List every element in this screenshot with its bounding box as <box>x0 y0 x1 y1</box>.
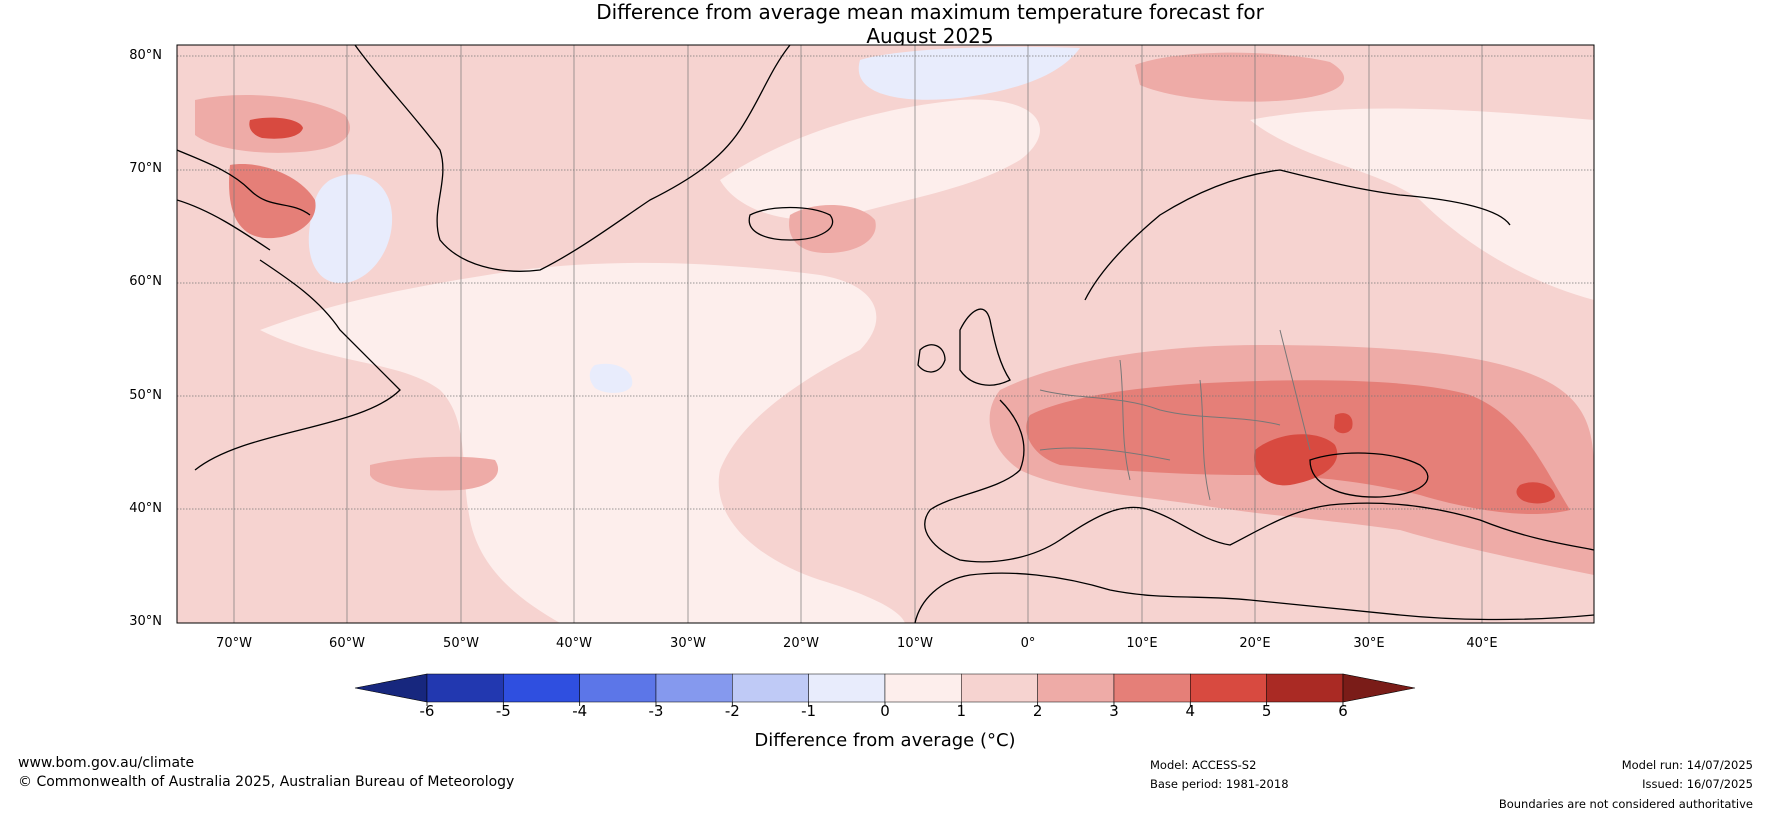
anomaly-region-2-3-svalbard <box>1135 52 1345 102</box>
anomaly-region-neg-greenland-sea <box>858 46 1080 100</box>
footer-base-period: Base period: 1981-2018 <box>1150 777 1289 791</box>
colorbar-bin-10 <box>1190 673 1267 703</box>
colorbar-bin-4 <box>732 673 809 703</box>
lon-label-20e: 20°E <box>1239 636 1271 651</box>
lat-label-80n: 80°N <box>129 48 162 63</box>
lat-label-70n: 70°N <box>129 161 162 176</box>
map-title: Difference from average mean maximum tem… <box>0 0 1770 48</box>
colorbar-bin-2 <box>579 673 657 703</box>
colorbar-bin-0 <box>426 673 504 703</box>
colorbar-tick-label: 2 <box>1032 702 1043 720</box>
colorbar-over-triangle <box>1342 673 1416 703</box>
footer-issued: Issued: 16/07/2025 <box>1642 777 1753 791</box>
colorbar-bin-9 <box>1113 673 1191 703</box>
lon-label-40e: 40°E <box>1466 636 1498 651</box>
footer-website: www.bom.gov.au/climate <box>18 755 195 771</box>
title-line-2: August 2025 <box>866 24 994 48</box>
lon-label-10e: 10°E <box>1126 636 1158 651</box>
colorbar-tick-label: 4 <box>1185 702 1196 720</box>
lon-label-10w: 10°W <box>897 636 933 651</box>
footer-model: Model: ACCESS-S2 <box>1150 758 1257 772</box>
lon-label-30w: 30°W <box>670 636 706 651</box>
colorbar-bin-3 <box>655 673 733 703</box>
anomaly-region-neg-baffin <box>308 174 393 284</box>
colorbar-tick-label: -6 <box>419 702 435 720</box>
lon-label-0: 0° <box>1020 636 1036 651</box>
colorbar-tick-label: -4 <box>572 702 588 720</box>
anomaly-region-neg-atlantic <box>589 363 633 393</box>
lon-label-70w: 70°W <box>216 636 252 651</box>
anomaly-region-3-4-canada <box>229 164 316 239</box>
labrador-coast <box>194 259 401 471</box>
footer-copyright: © Commonwealth of Australia 2025, Austra… <box>18 774 515 790</box>
lat-label-50n: 50°N <box>129 388 162 403</box>
anomaly-region-2-3-mid-atlantic <box>370 456 499 491</box>
anomaly-region-2-3-iceland <box>789 204 876 254</box>
anomaly-region-4-5-caucasus <box>1516 482 1555 504</box>
anomaly-region-4-5-ukraine <box>1334 413 1353 434</box>
map-frame <box>176 44 1595 624</box>
lat-label-60n: 60°N <box>129 274 162 289</box>
colorbar-bin-11 <box>1266 673 1344 703</box>
lon-label-30e: 30°E <box>1353 636 1385 651</box>
iceland-coast <box>748 206 834 241</box>
colorbar-tickmarks <box>426 702 1344 706</box>
africa-coast <box>914 572 1594 623</box>
country-borders <box>1039 329 1311 501</box>
colorbar-label: Difference from average (°C) <box>754 730 1016 751</box>
footer-model-run: Model run: 14/07/2025 <box>1621 758 1753 772</box>
colorbar-under-triangle <box>354 673 428 703</box>
colorbar-tick-label: -2 <box>724 702 740 720</box>
colorbar-tick-label: 5 <box>1261 702 1272 720</box>
lon-label-60w: 60°W <box>329 636 365 651</box>
greenland-coast <box>354 45 791 272</box>
colorbar-tick-label: -1 <box>801 702 817 720</box>
britain-coast <box>959 308 1011 386</box>
anomaly-region-0-1-north <box>720 99 1040 220</box>
colorbar-tick-label: 6 <box>1338 702 1348 720</box>
lon-label-40w: 40°W <box>556 636 592 651</box>
title-line-1: Difference from average mean maximum tem… <box>596 0 1264 24</box>
colorbar-bin-1 <box>503 673 580 703</box>
colorbar-tick-label: 0 <box>880 702 890 720</box>
anomaly-region-0-1-atlantic <box>260 262 905 623</box>
lat-label-40n: 40°N <box>129 501 162 516</box>
colorbar-tick-label: 3 <box>1109 702 1119 720</box>
ireland-coast <box>917 344 946 373</box>
colorbar-bin-7 <box>961 673 1038 703</box>
coastlines <box>177 45 1594 623</box>
graticule <box>177 45 1594 623</box>
europe-mainland-coast <box>924 399 1594 563</box>
colorbar-bin-5 <box>808 673 886 703</box>
anomaly-region-4-5-arctic <box>249 117 303 139</box>
lon-label-50w: 50°W <box>443 636 479 651</box>
colorbar-tick-label: 1 <box>956 702 967 720</box>
colorbar-bin-8 <box>1037 673 1115 703</box>
colorbar-tick-label: -5 <box>495 702 511 720</box>
colorbar-bin-6 <box>884 673 962 703</box>
map-area <box>177 45 1594 623</box>
colorbar-bins <box>426 673 1344 703</box>
canada-arctic-coast <box>177 149 311 251</box>
scandinavia-coast <box>1084 169 1511 301</box>
anomaly-region-0-1-scandinavia <box>1250 108 1594 300</box>
black-sea-coast <box>1309 452 1429 498</box>
lon-label-20w: 20°W <box>783 636 819 651</box>
footer-disclaimer: Boundaries are not considered authoritat… <box>1498 797 1753 811</box>
anomaly-region-4-5-balkans <box>1254 434 1338 486</box>
lat-label-30n: 30°N <box>129 614 162 629</box>
colorbar-tick-label: -3 <box>648 702 664 720</box>
